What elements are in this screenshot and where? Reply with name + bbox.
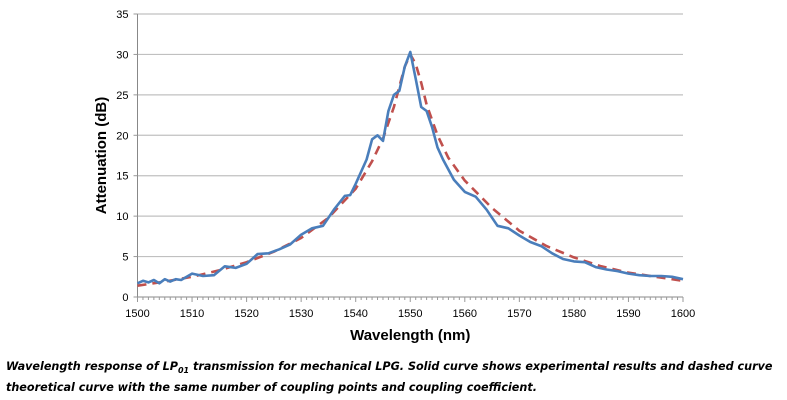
x-tick-label: 1560 xyxy=(453,308,477,320)
x-tick-label: 1600 xyxy=(671,308,695,320)
x-axis-label: Wavelength (nm) xyxy=(350,327,470,344)
y-tick-label: 25 xyxy=(116,90,128,102)
caption-subscript: 01 xyxy=(177,366,190,376)
series-line-theoretical xyxy=(137,53,684,287)
x-tick-label: 1510 xyxy=(180,308,204,320)
y-tick-label: 20 xyxy=(116,130,128,142)
figure-caption: Wavelength response of LP01 transmission… xyxy=(6,358,784,396)
y-tick-label: 0 xyxy=(122,292,128,304)
y-tick-label: 15 xyxy=(116,171,128,183)
x-tick-label: 1590 xyxy=(616,308,640,320)
caption-suffix: transmission for mechanical LPG. Solid c… xyxy=(6,360,773,395)
y-tick-label: 5 xyxy=(122,252,128,264)
x-tick-label: 1500 xyxy=(125,308,149,320)
y-tick-label: 10 xyxy=(116,211,128,223)
caption-prefix: Wavelength response of LP xyxy=(6,360,178,373)
x-tick-label: 1520 xyxy=(234,308,258,320)
y-tick-label: 35 xyxy=(116,9,128,21)
x-tick-label: 1580 xyxy=(562,308,586,320)
x-tick-label: 1530 xyxy=(289,308,313,320)
y-tick-label: 30 xyxy=(116,49,128,61)
x-tick-label: 1570 xyxy=(507,308,531,320)
x-tick-label: 1550 xyxy=(398,308,422,320)
series-line-experimental xyxy=(136,50,684,285)
y-axis-label: Attenuation (dB) xyxy=(93,97,110,214)
x-tick-label: 1540 xyxy=(343,308,367,320)
